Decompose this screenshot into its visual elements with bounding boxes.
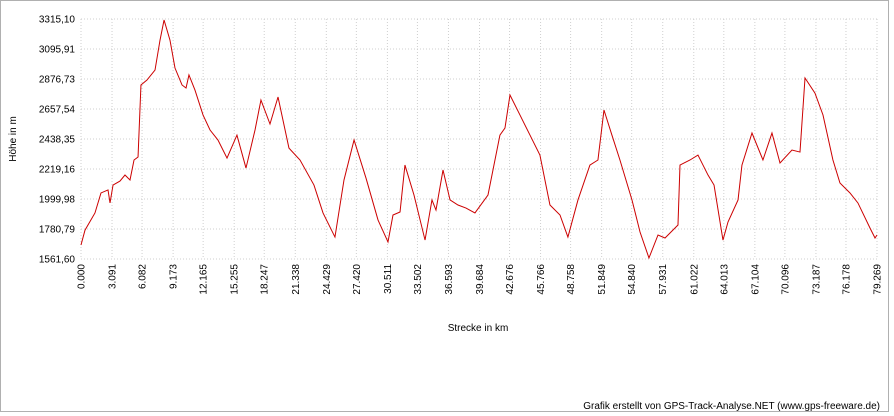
x-tick-label: 6.082 (138, 264, 149, 289)
x-tick-label: 9.173 (169, 264, 180, 289)
y-tick-label: 2219,16 (39, 165, 76, 176)
x-tick-label: 64.013 (719, 264, 730, 295)
x-axis-label: Strecke in km (448, 323, 509, 334)
x-tick-label: 79.269 (873, 264, 884, 295)
elevation-line (80, 19, 878, 260)
x-tick-label: 73.187 (811, 264, 822, 295)
x-tick-label: 12.165 (199, 264, 210, 295)
y-tick-label: 1561,60 (39, 255, 76, 266)
x-tick-label: 45.766 (536, 264, 547, 295)
x-tick-label: 51.849 (597, 264, 608, 295)
x-tick-label: 54.840 (627, 264, 638, 295)
y-tick-label: 3315,10 (39, 15, 76, 26)
x-tick-label: 3.091 (108, 264, 119, 289)
x-tick-label: 30.511 (383, 264, 394, 294)
x-tick-label: 21.338 (291, 264, 302, 295)
y-tick-label: 1999,98 (39, 194, 76, 205)
x-tick-label: 24.429 (322, 264, 333, 295)
x-tick-label: 57.931 (658, 264, 669, 295)
x-tick-label: 70.096 (780, 264, 791, 295)
x-tick-label: 36.593 (444, 264, 455, 295)
y-tick-label: 2438,35 (39, 135, 76, 146)
x-tick-label: 48.758 (566, 264, 577, 295)
x-tick-label: 0.000 (77, 264, 88, 289)
x-tick-label: 67.104 (750, 264, 761, 295)
y-tick-label: 2657,54 (39, 104, 76, 115)
credit: Grafik erstellt von GPS-Track-Analyse.NE… (583, 401, 880, 412)
y-axis-label: Höhe in m (8, 116, 19, 162)
y-tick-label: 2876,73 (39, 74, 76, 85)
x-tick-label: 42.676 (505, 264, 516, 295)
y-tick-label: 1780,79 (39, 224, 76, 235)
x-tick-label: 39.684 (475, 264, 486, 295)
x-tick-label: 15.255 (230, 264, 241, 295)
x-tick-label: 33.502 (413, 264, 424, 295)
y-tick-label: 3095,91 (39, 45, 76, 56)
x-tick-label: 61.022 (689, 264, 700, 295)
x-tick-label: 76.178 (841, 264, 852, 295)
x-tick-label: 18.247 (260, 264, 271, 295)
x-tick-label: 27.420 (352, 264, 363, 295)
